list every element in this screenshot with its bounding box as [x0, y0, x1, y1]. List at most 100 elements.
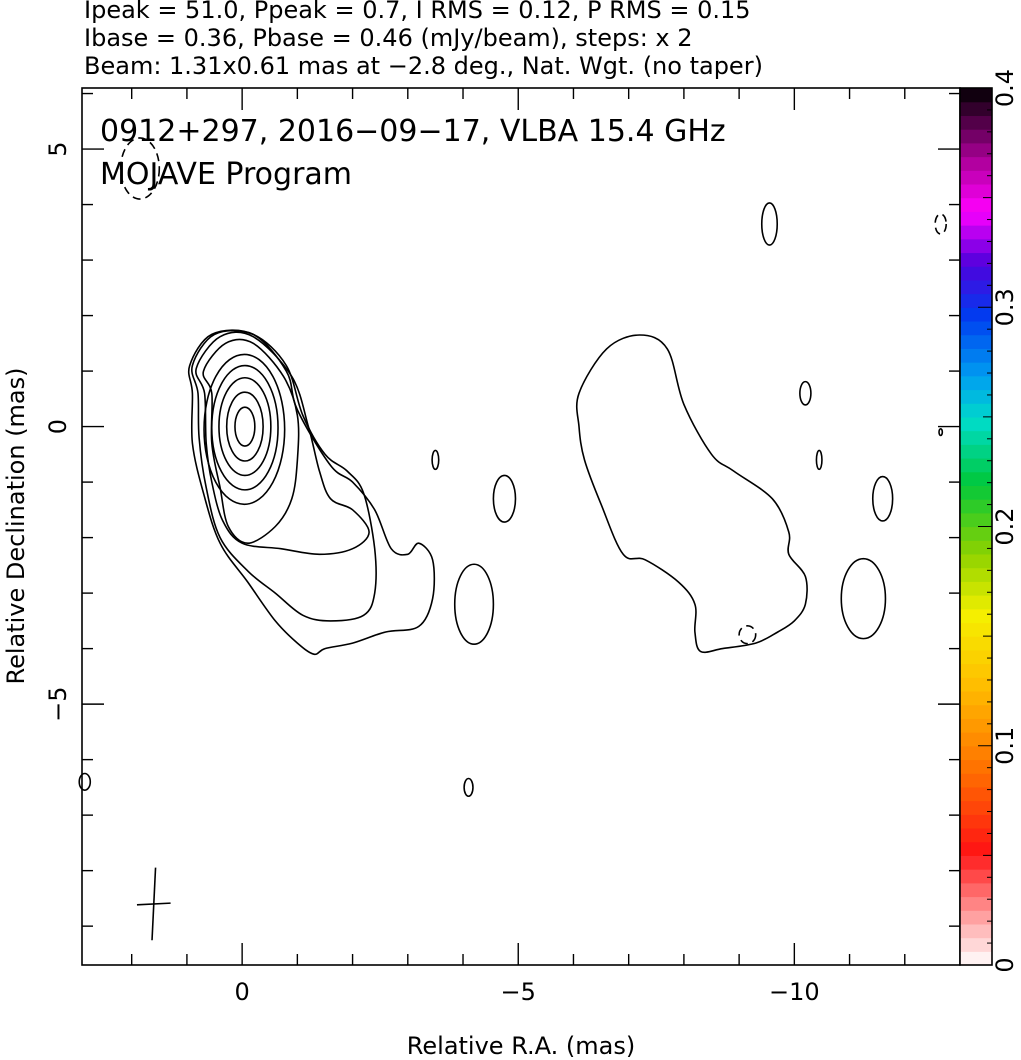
program-annotation: MOJAVE Program	[100, 157, 352, 192]
core-contour	[203, 353, 286, 506]
jet-contour	[202, 338, 300, 545]
jet-contour	[187, 329, 436, 656]
negative-contour	[934, 213, 947, 235]
colorbar-segment	[960, 238, 992, 254]
negative-contour	[738, 625, 757, 645]
colorbar-segment	[960, 841, 992, 856]
colorbar-segment	[960, 827, 992, 843]
island-contour	[840, 557, 887, 640]
x-tick-label: −5	[501, 978, 536, 1006]
colorbar-segment	[960, 444, 992, 459]
colorbar-segment	[960, 636, 992, 651]
y-axis-label: Relative Declination (mas)	[2, 367, 30, 684]
x-tick-label: 0	[234, 978, 249, 1006]
colorbar-segment	[960, 677, 992, 692]
colorbar-segment	[960, 142, 992, 158]
colorbar-segment	[960, 526, 992, 541]
colorbar-segment	[960, 101, 992, 117]
colorbar-segment	[960, 88, 992, 103]
colorbar-segment	[960, 129, 992, 144]
colorbar-segment	[960, 732, 992, 747]
source-annotation: 0912+297, 2016−09−17, VLBA 15.4 GHz	[100, 114, 726, 149]
island-contour	[492, 474, 517, 523]
colorbar-segment	[960, 307, 992, 322]
y-tick-label: 5	[44, 141, 72, 156]
core-contour	[234, 406, 256, 447]
colorbar-segment	[960, 882, 992, 898]
island-contour	[78, 772, 92, 791]
outer-lobe-contour	[575, 334, 808, 654]
island-contour	[431, 449, 440, 471]
colorbar-segment	[960, 718, 992, 733]
colorbar-segment	[960, 485, 992, 500]
colorbar-segment	[960, 362, 992, 377]
colorbar-segment	[960, 759, 992, 774]
island-contour	[871, 475, 894, 522]
colorbar-segment	[960, 197, 992, 212]
stats-line-peaks: Ipeak = 51.0, Ppeak = 0.7, I RMS = 0.12,…	[84, 0, 751, 24]
colorbar-segment	[960, 855, 992, 870]
beam-marker	[136, 867, 171, 941]
colorbar-segment	[960, 457, 992, 473]
colorbar-segment	[960, 567, 992, 582]
colorbar-segment	[960, 663, 992, 678]
negative-contour	[119, 137, 161, 200]
colorbar-segment	[960, 115, 992, 130]
colorbar-segment	[960, 512, 992, 528]
y-tick-label: 0	[44, 419, 72, 434]
stats-line-base: Ibase = 0.36, Pbase = 0.46 (mJy/beam), s…	[84, 24, 693, 52]
colorbar-segment	[960, 170, 992, 185]
beam-minor-axis	[136, 902, 171, 906]
colorbar-segment	[960, 225, 992, 240]
stats-line-beam: Beam: 1.31x0.61 mas at −2.8 deg., Nat. W…	[84, 52, 763, 80]
colorbar-segment	[960, 471, 992, 486]
colorbar-tick-label: 0.4	[991, 69, 1019, 107]
plot-area: 0 −5 −10 5 0 −5	[44, 87, 961, 1006]
island-contour	[815, 449, 823, 471]
colorbar: 0 0.1 0.2 0.3 0.4	[959, 69, 1019, 973]
colorbar-segment	[960, 745, 992, 761]
colorbar-segment	[960, 416, 992, 432]
colorbar-segment	[960, 800, 992, 815]
axis-ticks: 0 −5 −10 5 0 −5	[44, 88, 960, 1006]
island-contour	[453, 563, 495, 645]
colorbar-tick-label: 0.2	[991, 507, 1019, 545]
contour-layer	[78, 137, 947, 798]
core-contour	[218, 376, 272, 477]
colorbar-segment	[960, 266, 992, 281]
colorbar-segment	[960, 553, 992, 569]
colorbar-segment	[960, 499, 992, 514]
colorbar-segment	[960, 896, 992, 911]
colorbar-segment	[960, 183, 992, 199]
colorbar-segment	[960, 690, 992, 706]
island-contour	[799, 380, 812, 406]
colorbar-segment	[960, 622, 992, 637]
x-tick-label: −10	[769, 978, 820, 1006]
jet-contour	[195, 331, 370, 556]
colorbar-segment	[960, 923, 992, 939]
colorbar-segment	[960, 786, 992, 802]
colorbar-segment	[960, 540, 992, 555]
colorbar-segment	[960, 869, 992, 884]
colorbar-segment	[960, 389, 992, 404]
x-axis-label: Relative R.A. (mas)	[407, 1032, 635, 1060]
colorbar-segment	[960, 279, 992, 295]
colorbar-segment	[960, 814, 992, 829]
colorbar-tick-label: 0	[991, 957, 1019, 972]
core-contour	[210, 364, 279, 491]
colorbar-tick-label: 0.3	[991, 288, 1019, 326]
island-contour	[760, 202, 779, 246]
island-contour	[938, 428, 944, 437]
colorbar-segment	[960, 375, 992, 391]
colorbar-segment	[960, 334, 992, 349]
colorbar-segment	[960, 252, 992, 267]
colorbar-tick-label: 0.1	[991, 727, 1019, 765]
colorbar-segment	[960, 951, 992, 966]
colorbar-segment	[960, 649, 992, 665]
core-contour	[225, 391, 264, 462]
y-tick-label: −5	[44, 686, 72, 721]
colorbar-segment	[960, 937, 992, 952]
colorbar-segment	[960, 293, 992, 308]
colorbar-segment	[960, 910, 992, 925]
